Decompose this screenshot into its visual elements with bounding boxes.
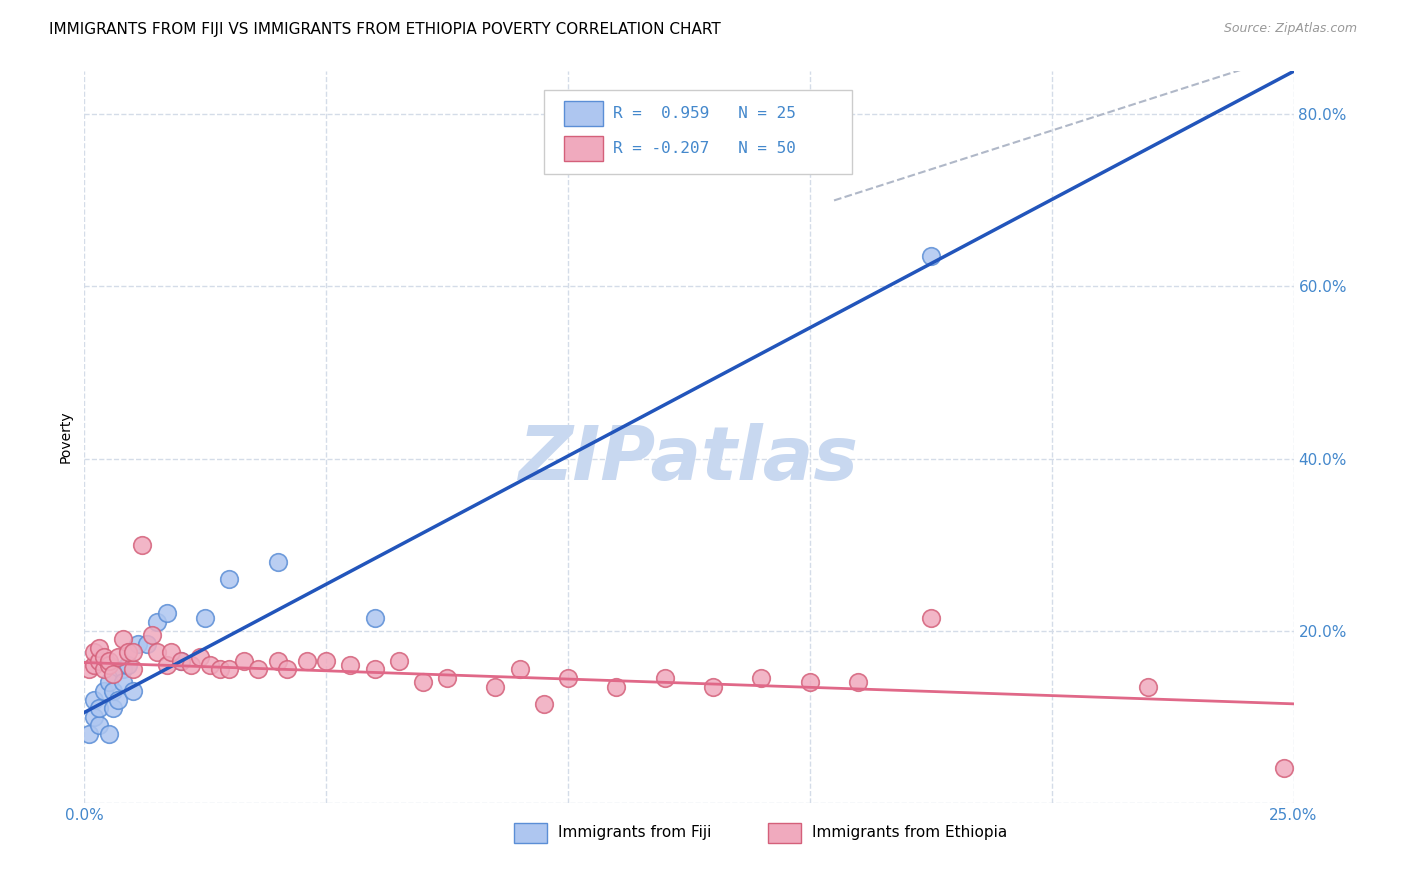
Point [751, 671, 773, 685]
Point [103, 666, 125, 681]
Point [180, 658, 202, 673]
Point [247, 662, 270, 676]
Point [121, 662, 143, 676]
Point [146, 615, 169, 629]
Point [127, 637, 149, 651]
Point [846, 675, 869, 690]
Point [93, 649, 115, 664]
Point [533, 697, 555, 711]
FancyBboxPatch shape [564, 136, 603, 161]
Point [87, 640, 110, 655]
Point [484, 680, 506, 694]
Point [436, 671, 458, 685]
Point [654, 671, 676, 685]
Point [218, 572, 240, 586]
Point [93, 684, 115, 698]
Point [121, 645, 143, 659]
Point [87, 654, 110, 668]
Point [509, 662, 531, 676]
FancyBboxPatch shape [513, 822, 547, 843]
Point [276, 662, 298, 676]
Text: R =  0.959   N = 25: R = 0.959 N = 25 [613, 106, 796, 121]
Point [267, 555, 290, 569]
Point [141, 628, 163, 642]
Point [557, 671, 579, 685]
Point [194, 611, 217, 625]
Point [107, 692, 129, 706]
Point [121, 684, 143, 698]
Point [170, 654, 193, 668]
Point [267, 654, 290, 668]
Point [103, 701, 125, 715]
Point [112, 662, 135, 676]
Text: Immigrants from Fiji: Immigrants from Fiji [558, 825, 711, 840]
Point [97, 658, 120, 673]
Point [388, 654, 411, 668]
Point [83, 710, 105, 724]
Y-axis label: Poverty: Poverty [59, 411, 73, 463]
Point [87, 701, 110, 715]
Text: Immigrants from Ethiopia: Immigrants from Ethiopia [813, 825, 1008, 840]
Point [136, 637, 159, 651]
Point [112, 632, 135, 647]
Point [190, 649, 212, 664]
Point [83, 692, 105, 706]
Text: IMMIGRANTS FROM FIJI VS IMMIGRANTS FROM ETHIOPIA POVERTY CORRELATION CHART: IMMIGRANTS FROM FIJI VS IMMIGRANTS FROM … [49, 22, 721, 37]
Point [97, 654, 120, 668]
Point [155, 658, 177, 673]
Point [198, 658, 221, 673]
Point [155, 607, 177, 621]
Point [117, 645, 139, 659]
Point [799, 675, 821, 690]
Point [170, 654, 193, 668]
Point [83, 645, 105, 659]
Point [218, 662, 240, 676]
Text: Source: ZipAtlas.com: Source: ZipAtlas.com [1223, 22, 1357, 36]
Point [233, 654, 256, 668]
Point [77, 727, 100, 741]
Point [103, 684, 125, 698]
Point [295, 654, 318, 668]
Point [1272, 761, 1295, 775]
FancyBboxPatch shape [564, 102, 603, 126]
Point [77, 662, 100, 676]
Point [131, 538, 153, 552]
Text: R = -0.207   N = 50: R = -0.207 N = 50 [613, 142, 796, 156]
Point [412, 675, 434, 690]
Point [920, 249, 942, 263]
Point [1137, 680, 1160, 694]
Point [93, 662, 115, 676]
FancyBboxPatch shape [768, 822, 801, 843]
Point [112, 675, 135, 690]
Point [605, 680, 627, 694]
FancyBboxPatch shape [544, 90, 852, 174]
Point [117, 658, 139, 673]
Point [315, 654, 337, 668]
Point [363, 662, 385, 676]
Point [87, 718, 110, 732]
Point [107, 649, 129, 664]
Point [83, 658, 105, 673]
Point [702, 680, 724, 694]
Point [920, 611, 942, 625]
Text: ZIPatlas: ZIPatlas [519, 423, 859, 496]
Point [97, 675, 120, 690]
Point [339, 658, 361, 673]
Point [160, 645, 183, 659]
Point [97, 727, 120, 741]
Point [208, 662, 231, 676]
Point [146, 645, 169, 659]
Point [363, 611, 385, 625]
